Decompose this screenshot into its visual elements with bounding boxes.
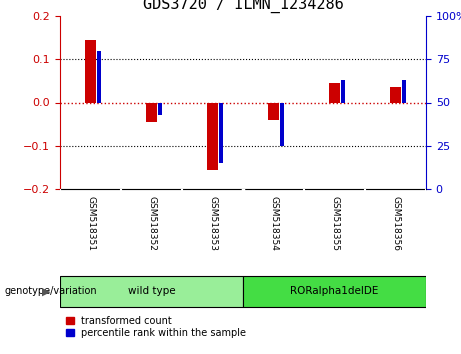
Text: RORalpha1delDE: RORalpha1delDE <box>290 286 378 297</box>
Bar <box>280 103 284 146</box>
Text: GSM518356: GSM518356 <box>391 196 400 251</box>
Bar <box>390 87 401 103</box>
Text: GSM518354: GSM518354 <box>269 196 278 251</box>
Bar <box>402 80 407 103</box>
Text: GSM518353: GSM518353 <box>208 196 217 251</box>
Text: wild type: wild type <box>128 286 175 297</box>
Bar <box>219 103 224 163</box>
Bar <box>146 103 157 122</box>
Text: genotype/variation: genotype/variation <box>5 286 97 297</box>
Bar <box>243 276 426 307</box>
Bar <box>60 276 243 307</box>
Bar <box>341 80 345 103</box>
Bar <box>97 51 101 103</box>
Bar <box>85 40 96 103</box>
Bar <box>329 83 340 103</box>
Bar <box>158 103 162 115</box>
Text: GSM518351: GSM518351 <box>86 196 95 251</box>
Text: ▶: ▶ <box>42 286 51 297</box>
Text: GSM518355: GSM518355 <box>330 196 339 251</box>
Legend: transformed count, percentile rank within the sample: transformed count, percentile rank withi… <box>65 315 248 339</box>
Title: GDS3720 / ILMN_1234286: GDS3720 / ILMN_1234286 <box>142 0 343 13</box>
Bar <box>268 103 279 120</box>
Bar <box>207 103 218 170</box>
Text: GSM518352: GSM518352 <box>147 196 156 251</box>
